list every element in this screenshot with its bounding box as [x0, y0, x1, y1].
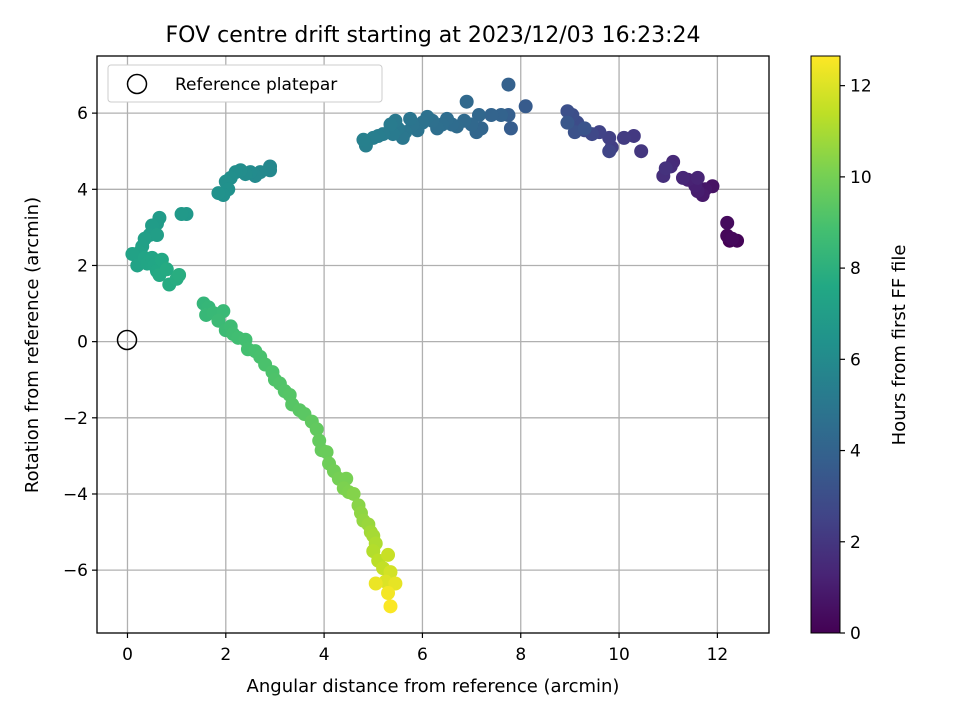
- data-point: [690, 170, 705, 185]
- x-axis-label: Angular distance from reference (arcmin): [247, 676, 620, 697]
- data-point: [149, 228, 164, 243]
- x-tick-label: 10: [608, 645, 630, 665]
- legend-box: [107, 64, 383, 103]
- data-point: [577, 121, 592, 136]
- data-point: [211, 313, 226, 328]
- data-point: [356, 132, 371, 147]
- colorbar-tick-label: 4: [850, 442, 861, 462]
- y-tick-label: −6: [63, 561, 88, 581]
- chart-title: FOV centre drift starting at 2023/12/03 …: [166, 23, 701, 48]
- y-tick-label: −2: [63, 409, 88, 429]
- x-tick-label: 2: [220, 645, 231, 665]
- data-point: [211, 186, 226, 201]
- colorbar-ticks: 0 2 4 6 8 10 12: [840, 77, 872, 644]
- y-tick-label: 6: [77, 104, 88, 124]
- data-point: [319, 445, 334, 460]
- data-point: [560, 115, 575, 130]
- data-point: [484, 108, 499, 123]
- y-axis-ticks: −6 −4 −2 0 2 4 6: [63, 104, 97, 581]
- colorbar-label: Hours from first FF file: [889, 245, 910, 446]
- data-point: [560, 104, 575, 119]
- colorbar-tick-label: 10: [850, 168, 872, 188]
- data-point: [381, 586, 396, 601]
- legend-marker: [126, 73, 148, 95]
- data-point: [494, 108, 509, 123]
- data-point: [501, 77, 516, 92]
- data-point: [174, 207, 189, 222]
- colorbar-tick-label: 6: [850, 350, 861, 370]
- data-point: [720, 215, 735, 230]
- scatter-points: [125, 77, 745, 614]
- data-point: [725, 231, 740, 246]
- legend-entry-reference-platepar: Reference platepar: [175, 75, 337, 95]
- colorbar: [810, 55, 841, 634]
- data-point: [675, 170, 690, 185]
- data-point: [368, 576, 383, 591]
- y-axis-label: Rotation from reference (arcmin): [22, 197, 43, 493]
- colorbar-tick-label: 8: [850, 259, 861, 279]
- data-point: [459, 94, 474, 109]
- y-tick-label: 2: [77, 256, 88, 276]
- colorbar-tick-label: 2: [850, 533, 861, 553]
- x-tick-label: 8: [515, 645, 526, 665]
- legend: Reference platepar: [107, 64, 383, 103]
- data-point: [159, 262, 174, 277]
- data-point: [518, 99, 533, 114]
- data-point: [309, 422, 324, 437]
- data-point: [125, 247, 140, 262]
- reference-platepar-marker: [116, 329, 138, 351]
- x-tick-label: 6: [417, 645, 428, 665]
- data-point: [383, 117, 398, 132]
- data-point: [346, 486, 361, 501]
- x-axis-ticks: 0 2 4 6 8 10 12: [122, 633, 728, 665]
- colorbar-tick-label: 12: [850, 77, 872, 97]
- y-tick-label: 4: [77, 180, 88, 200]
- plot-frame: [96, 55, 770, 634]
- data-point: [471, 108, 486, 123]
- data-point: [383, 599, 398, 614]
- colorbar-tick-label: 0: [850, 624, 861, 644]
- data-point: [616, 130, 631, 145]
- x-tick-label: 12: [707, 645, 729, 665]
- data-point: [388, 576, 403, 591]
- y-tick-label: −4: [63, 485, 88, 505]
- data-point: [503, 121, 518, 136]
- data-point: [658, 161, 673, 176]
- data-point: [602, 144, 617, 159]
- data-point: [381, 547, 396, 562]
- grid-lines: [97, 56, 769, 633]
- data-point: [403, 111, 418, 126]
- data-point: [172, 267, 187, 282]
- y-tick-label: 0: [77, 333, 88, 353]
- data-point: [634, 144, 649, 159]
- x-tick-label: 0: [122, 645, 133, 665]
- x-tick-label: 4: [319, 645, 330, 665]
